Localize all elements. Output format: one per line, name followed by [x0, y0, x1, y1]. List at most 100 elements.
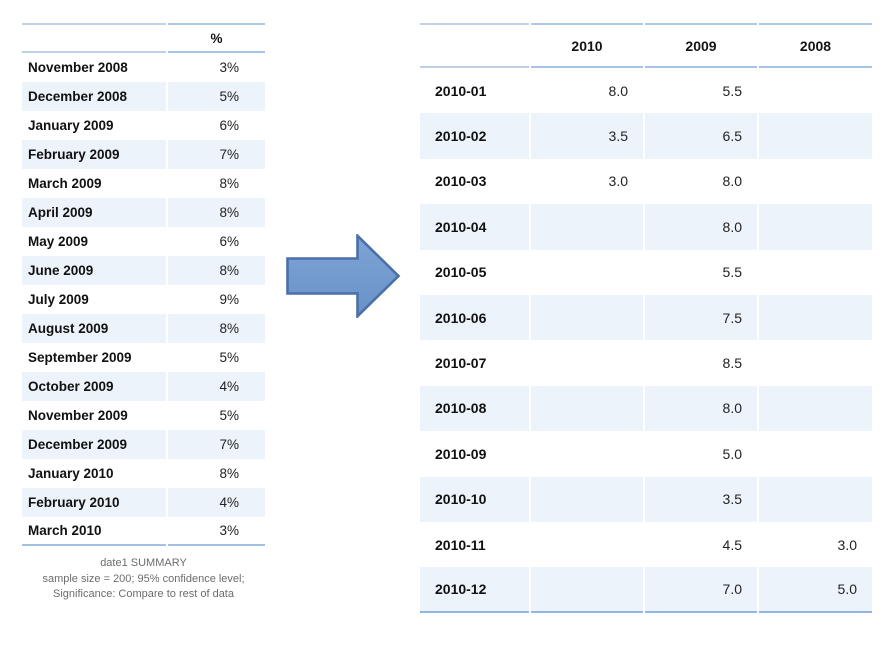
row-label: 2010-06 — [420, 294, 529, 341]
row-value: 8% — [219, 466, 239, 481]
year-column-header-2008: 2008 — [759, 23, 872, 68]
footnote-line-sample: sample size = 200; 95% confidence level; — [42, 572, 245, 585]
table-row: October 2009 4% — [22, 372, 265, 401]
yearly-comparison-table-body: 2010-01 8.0 5.5 2010-02 3.5 6.5 2010-03 3.0 8.0 2… — [420, 68, 872, 613]
table-row: February 2009 7% — [22, 140, 265, 169]
row-label: 2010-10 — [420, 476, 529, 522]
monthly-summary-table-body: November 2008 3% December 2008 5% January 20… — [22, 53, 265, 546]
row-value — [531, 204, 643, 250]
table-row: March 2010 3% — [22, 517, 265, 546]
row-value — [531, 385, 643, 432]
row-value: 5% — [168, 82, 265, 111]
row-value — [759, 250, 872, 295]
row-label: November 2009 — [28, 408, 128, 423]
row-value: 4.5 — [722, 536, 742, 553]
row-label: November 2008 — [28, 60, 128, 75]
table-row: August 2009 8% — [22, 314, 265, 343]
table-row: 2010-04 8.0 — [420, 204, 872, 250]
table-row: November 2008 3% — [22, 53, 265, 82]
row-value — [759, 113, 872, 159]
row-label: October 2009 — [22, 372, 166, 401]
row-value: 3% — [219, 60, 239, 75]
row-label: January 2009 — [28, 118, 114, 133]
footnote-line-title: date1 SUMMARY — [100, 557, 187, 569]
row-value: 5.5 — [722, 82, 742, 99]
row-value — [531, 431, 643, 476]
table-row: 2010-03 3.0 8.0 — [420, 159, 872, 204]
row-value — [531, 294, 643, 341]
row-value — [759, 476, 872, 522]
table-row: 2010-09 5.0 — [420, 431, 872, 476]
row-value: 8.0 — [608, 82, 628, 99]
row-value: 3.5 — [531, 113, 643, 159]
row-value: 8% — [168, 198, 265, 227]
row-label: 2010-08 — [420, 385, 529, 432]
row-value: 3% — [168, 517, 265, 546]
table-row: December 2008 5% — [22, 82, 265, 111]
row-value — [759, 385, 872, 432]
table-row: 2010-11 4.5 3.0 — [420, 522, 872, 567]
table-row: March 2009 8% — [22, 169, 265, 198]
row-label: June 2009 — [22, 256, 166, 285]
monthly-summary-table: % November 2008 3% December 2008 5% January … — [20, 23, 267, 546]
row-value — [759, 159, 872, 204]
row-label: December 2008 — [22, 82, 166, 111]
right-arrow-icon — [286, 232, 401, 320]
row-value: 5.0 — [759, 567, 872, 613]
row-value — [759, 68, 872, 113]
row-value: 5.5 — [722, 264, 742, 281]
table-row: November 2009 5% — [22, 401, 265, 430]
table-row: June 2009 8% — [22, 256, 265, 285]
row-value: 4% — [168, 488, 265, 517]
row-label: April 2009 — [22, 198, 166, 227]
row-label: August 2009 — [22, 314, 166, 343]
row-label: March 2010 — [22, 517, 166, 546]
row-value: 8.5 — [722, 355, 742, 372]
row-label: 2010-05 — [435, 264, 487, 281]
row-label: 2010-09 — [435, 445, 487, 462]
table-row: July 2009 9% — [22, 285, 265, 314]
row-value — [759, 431, 872, 476]
footnote-line-significance: Significance: Compare to rest of data — [53, 588, 234, 600]
row-label: 2010-02 — [420, 113, 529, 159]
corner-cell — [22, 23, 166, 53]
table-row: May 2009 6% — [22, 227, 265, 256]
table-row: September 2009 5% — [22, 343, 265, 372]
row-value: 7.5 — [645, 294, 757, 341]
right-arrow-shape — [286, 232, 401, 320]
row-value — [531, 340, 643, 385]
row-value: 9% — [219, 292, 239, 307]
row-value: 8.0 — [645, 385, 757, 432]
row-label: 2010-01 — [435, 82, 487, 99]
row-label: February 2010 — [22, 488, 166, 517]
row-value — [759, 204, 872, 250]
percent-column-header: % — [168, 23, 265, 53]
table-row: 2010-10 3.5 — [420, 476, 872, 522]
row-value: 7% — [168, 140, 265, 169]
row-value: 8% — [219, 176, 239, 191]
row-value: 5.0 — [722, 445, 742, 462]
table-row: 2010-08 8.0 — [420, 385, 872, 432]
summary-footnote: date1 SUMMARY sample size = 200; 95% con… — [20, 556, 267, 603]
year-column-header-2009: 2009 — [645, 23, 757, 68]
yearly-header-row: 2010 2009 2008 — [420, 23, 872, 68]
table-row: January 2010 8% — [22, 459, 265, 488]
row-label: September 2009 — [28, 350, 132, 365]
row-value: 5% — [219, 408, 239, 423]
row-value — [531, 522, 643, 567]
table-row: 2010-02 3.5 6.5 — [420, 113, 872, 159]
row-value — [531, 476, 643, 522]
row-label: 2010-03 — [435, 173, 487, 190]
row-label: July 2009 — [28, 292, 89, 307]
yearly-comparison-table: 2010 2009 2008 2010-01 8.0 5.5 2010-02 3.5 6.… — [418, 23, 874, 613]
row-value — [531, 567, 643, 613]
row-value: 6% — [219, 118, 239, 133]
table-row: 2010-06 7.5 — [420, 294, 872, 341]
row-label: 2010-04 — [420, 204, 529, 250]
row-value: 3.0 — [837, 536, 857, 553]
table-row: April 2009 8% — [22, 198, 265, 227]
table-row: 2010-12 7.0 5.0 — [420, 567, 872, 613]
row-label: February 2009 — [22, 140, 166, 169]
table-row: 2010-01 8.0 5.5 — [420, 68, 872, 113]
row-label: 2010-11 — [435, 536, 486, 553]
